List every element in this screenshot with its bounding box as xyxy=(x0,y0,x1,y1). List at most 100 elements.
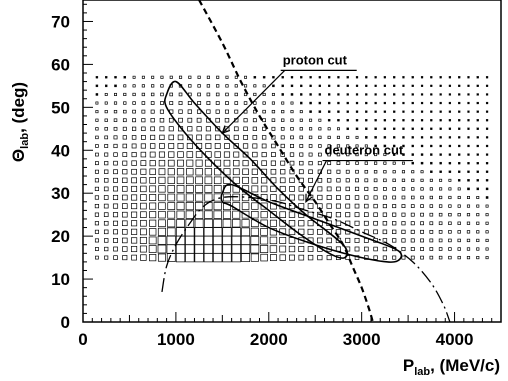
density-cell xyxy=(280,143,285,149)
density-cell xyxy=(374,93,377,96)
density-cell xyxy=(448,221,452,225)
density-cell xyxy=(345,212,351,218)
density-cell xyxy=(355,110,359,113)
density-cell xyxy=(429,221,434,226)
density-cell xyxy=(429,238,434,243)
density-cell xyxy=(466,230,471,234)
density-cell xyxy=(158,151,165,158)
density-cell xyxy=(271,109,276,114)
density-cell xyxy=(448,195,452,200)
density-cell xyxy=(476,256,480,260)
density-cell xyxy=(225,75,229,79)
density-cell xyxy=(307,220,314,227)
density-cell xyxy=(149,143,156,149)
density-cell xyxy=(187,134,193,141)
density-cell xyxy=(411,127,414,130)
density-cell xyxy=(122,237,128,244)
density-cell xyxy=(223,151,231,158)
density-cell xyxy=(140,151,147,158)
density-cell xyxy=(355,84,359,87)
density-cell xyxy=(420,144,424,148)
density-cell xyxy=(327,135,331,139)
density-cell xyxy=(160,101,164,105)
density-cell xyxy=(132,118,137,123)
density-cell xyxy=(95,247,99,251)
density-cell xyxy=(159,143,165,149)
density-cell xyxy=(298,169,304,175)
density-cell xyxy=(234,109,239,114)
density-cell xyxy=(232,210,241,219)
density-cell xyxy=(203,218,213,228)
density-cell xyxy=(225,101,229,105)
density-cell xyxy=(113,126,118,131)
density-cell xyxy=(158,210,166,219)
density-cell xyxy=(457,187,461,191)
density-cell xyxy=(214,134,221,141)
density-cell xyxy=(346,127,349,131)
density-cell xyxy=(289,194,295,201)
density-cell xyxy=(262,118,266,123)
density-cell xyxy=(231,252,241,263)
density-cell xyxy=(439,110,442,113)
density-cell xyxy=(410,204,415,208)
density-cell xyxy=(148,236,157,245)
density-cell xyxy=(308,127,313,131)
density-cell xyxy=(373,186,378,191)
density-cell xyxy=(196,109,202,114)
density-cell xyxy=(290,118,294,122)
density-cell xyxy=(224,118,230,123)
density-cell xyxy=(195,176,203,185)
density-cell xyxy=(429,212,434,217)
density-cell xyxy=(290,93,294,96)
density-cell xyxy=(241,210,250,219)
density-cell xyxy=(104,92,108,96)
density-cell xyxy=(299,135,304,140)
density-cell xyxy=(476,213,480,217)
density-cell xyxy=(392,187,396,191)
density-cell xyxy=(132,92,136,97)
density-cell xyxy=(374,161,378,165)
density-cell xyxy=(458,76,461,79)
density-cell xyxy=(420,84,424,87)
density-cell xyxy=(298,254,305,261)
density-cell xyxy=(95,110,99,114)
density-cell xyxy=(308,177,313,183)
density-cell xyxy=(251,185,259,193)
density-cell xyxy=(298,194,305,201)
density-cell xyxy=(467,110,470,113)
density-cell xyxy=(336,135,340,139)
density-cell xyxy=(253,84,257,88)
density-cell xyxy=(131,194,138,201)
density-cell xyxy=(439,170,442,173)
density-cell xyxy=(104,169,109,174)
density-cell xyxy=(438,204,443,208)
density-cell xyxy=(113,118,118,122)
density-cell xyxy=(103,195,109,200)
density-cell xyxy=(364,203,369,209)
density-cell xyxy=(439,127,442,130)
density-cell xyxy=(233,159,240,167)
density-cell xyxy=(354,212,360,218)
density-cell xyxy=(131,152,137,158)
density-cell xyxy=(204,184,213,193)
density-cell xyxy=(103,212,109,217)
density-cell xyxy=(318,152,322,157)
density-cell xyxy=(485,204,489,208)
density-cell xyxy=(150,101,155,105)
density-cell xyxy=(393,84,396,87)
density-cell xyxy=(150,109,155,114)
density-cell xyxy=(141,75,145,79)
density-cell xyxy=(392,221,397,226)
density-cell xyxy=(420,178,424,182)
density-cell xyxy=(149,254,157,262)
density-cell xyxy=(141,126,146,132)
density-cell xyxy=(308,135,313,140)
density-cell xyxy=(195,159,203,167)
density-cell xyxy=(476,127,479,130)
density-cell xyxy=(476,221,480,225)
density-cell xyxy=(420,170,424,174)
density-cell xyxy=(458,110,461,113)
density-cell xyxy=(420,161,424,165)
y-axis-title-main: Θ xyxy=(9,149,28,162)
density-cell xyxy=(123,76,127,79)
